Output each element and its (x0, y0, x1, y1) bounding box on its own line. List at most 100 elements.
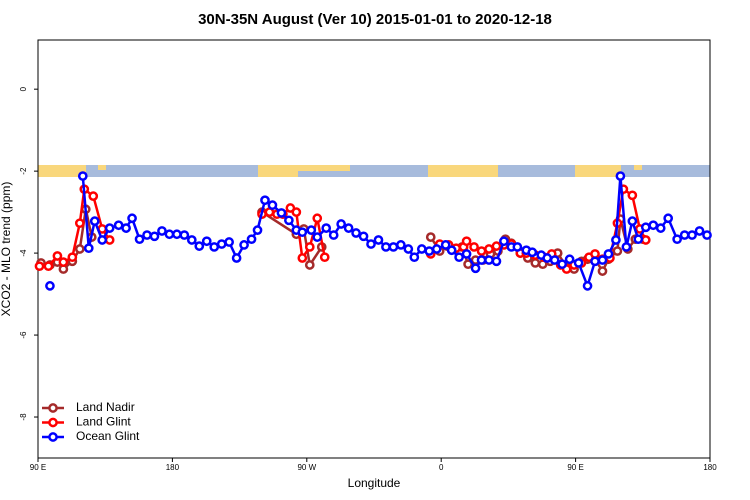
data-point (611, 235, 621, 245)
data-point (409, 252, 420, 263)
y-tick-label: -2 (19, 167, 28, 175)
legend-marker (48, 432, 58, 442)
plot-area (34, 171, 712, 291)
data-point (34, 261, 45, 272)
x-tick-label: 180 (703, 463, 717, 472)
data-point (127, 213, 137, 224)
data-point (687, 230, 697, 240)
data-point (454, 252, 464, 263)
x-tick-label: 0 (439, 463, 444, 472)
land-strip (575, 165, 621, 177)
data-point (564, 254, 575, 265)
data-point (201, 236, 212, 247)
data-point (615, 171, 626, 181)
data-point (527, 247, 538, 258)
data-point (149, 231, 160, 242)
data-point (134, 234, 145, 245)
data-point (209, 242, 220, 252)
chart-title: 30N-35N August (Ver 10) 2015-01-01 to 20… (198, 11, 552, 28)
data-point (663, 213, 674, 224)
data-point (694, 226, 705, 236)
land-strip (258, 165, 298, 177)
data-point (321, 223, 332, 233)
data-point (573, 258, 584, 268)
data-point (304, 260, 315, 270)
data-point (597, 266, 608, 276)
data-point (557, 259, 568, 270)
data-point (702, 230, 712, 240)
data-point (58, 257, 69, 267)
data-point (648, 220, 659, 231)
data-point (164, 229, 175, 240)
data-point (328, 230, 339, 240)
data-point (224, 237, 234, 247)
data-point (239, 240, 249, 250)
data-point (381, 242, 391, 252)
x-tick-label: 180 (166, 463, 180, 472)
data-point (484, 244, 494, 254)
land-strip (634, 165, 642, 170)
data-point (343, 223, 354, 233)
data-point (672, 234, 682, 245)
data-point (461, 236, 472, 247)
data-point (491, 256, 502, 267)
data-point (582, 281, 593, 291)
data-point (470, 263, 481, 274)
land-strip (428, 165, 498, 177)
data-point (319, 252, 330, 263)
data-point (627, 216, 638, 226)
data-point (104, 235, 115, 245)
data-point (74, 218, 85, 229)
data-point (416, 244, 427, 254)
data-point (499, 236, 509, 247)
data-point (542, 253, 553, 263)
data-point (403, 244, 414, 254)
data-point (276, 208, 287, 218)
data-point (67, 252, 78, 263)
data-point (446, 245, 457, 256)
data-point (121, 223, 131, 233)
data-point (186, 235, 197, 245)
x-axis-label: Longitude (348, 476, 401, 490)
data-point (312, 213, 323, 224)
data-point (655, 223, 666, 233)
y-tick-label: -6 (19, 331, 28, 339)
data-point (172, 229, 182, 240)
data-point (627, 190, 638, 201)
data-point (252, 225, 263, 235)
y-axis-label: XCO2 - MLO trend (ppm) (0, 182, 13, 317)
data-point (640, 222, 651, 233)
data-point (74, 244, 85, 254)
data-point (679, 230, 690, 240)
y-tick-label: -4 (19, 249, 28, 257)
plot-frame (37, 39, 711, 459)
legend-label: Land Nadir (76, 400, 135, 414)
ocean-strip (38, 165, 710, 177)
data-point (231, 253, 242, 263)
legend-label: Land Glint (76, 415, 131, 429)
legend-marker (48, 403, 58, 413)
y-tick-label: -8 (19, 413, 28, 421)
data-point (530, 258, 541, 268)
data-point (612, 246, 623, 256)
data-point (484, 255, 494, 265)
data-point (621, 242, 632, 252)
data-point (633, 234, 644, 245)
data-point (512, 242, 523, 252)
data-point (260, 195, 270, 206)
data-point (157, 226, 167, 236)
data-point (97, 235, 108, 245)
data-point (597, 255, 608, 265)
data-point (52, 251, 63, 261)
data-point (304, 242, 315, 252)
data-point (142, 230, 152, 240)
data-point (469, 242, 479, 252)
x-tick-label: 90 E (30, 463, 46, 472)
data-point (297, 253, 308, 263)
data-point (297, 227, 308, 238)
data-point (476, 255, 487, 265)
data-point (590, 249, 600, 259)
data-point (431, 244, 442, 254)
data-point (291, 207, 302, 217)
